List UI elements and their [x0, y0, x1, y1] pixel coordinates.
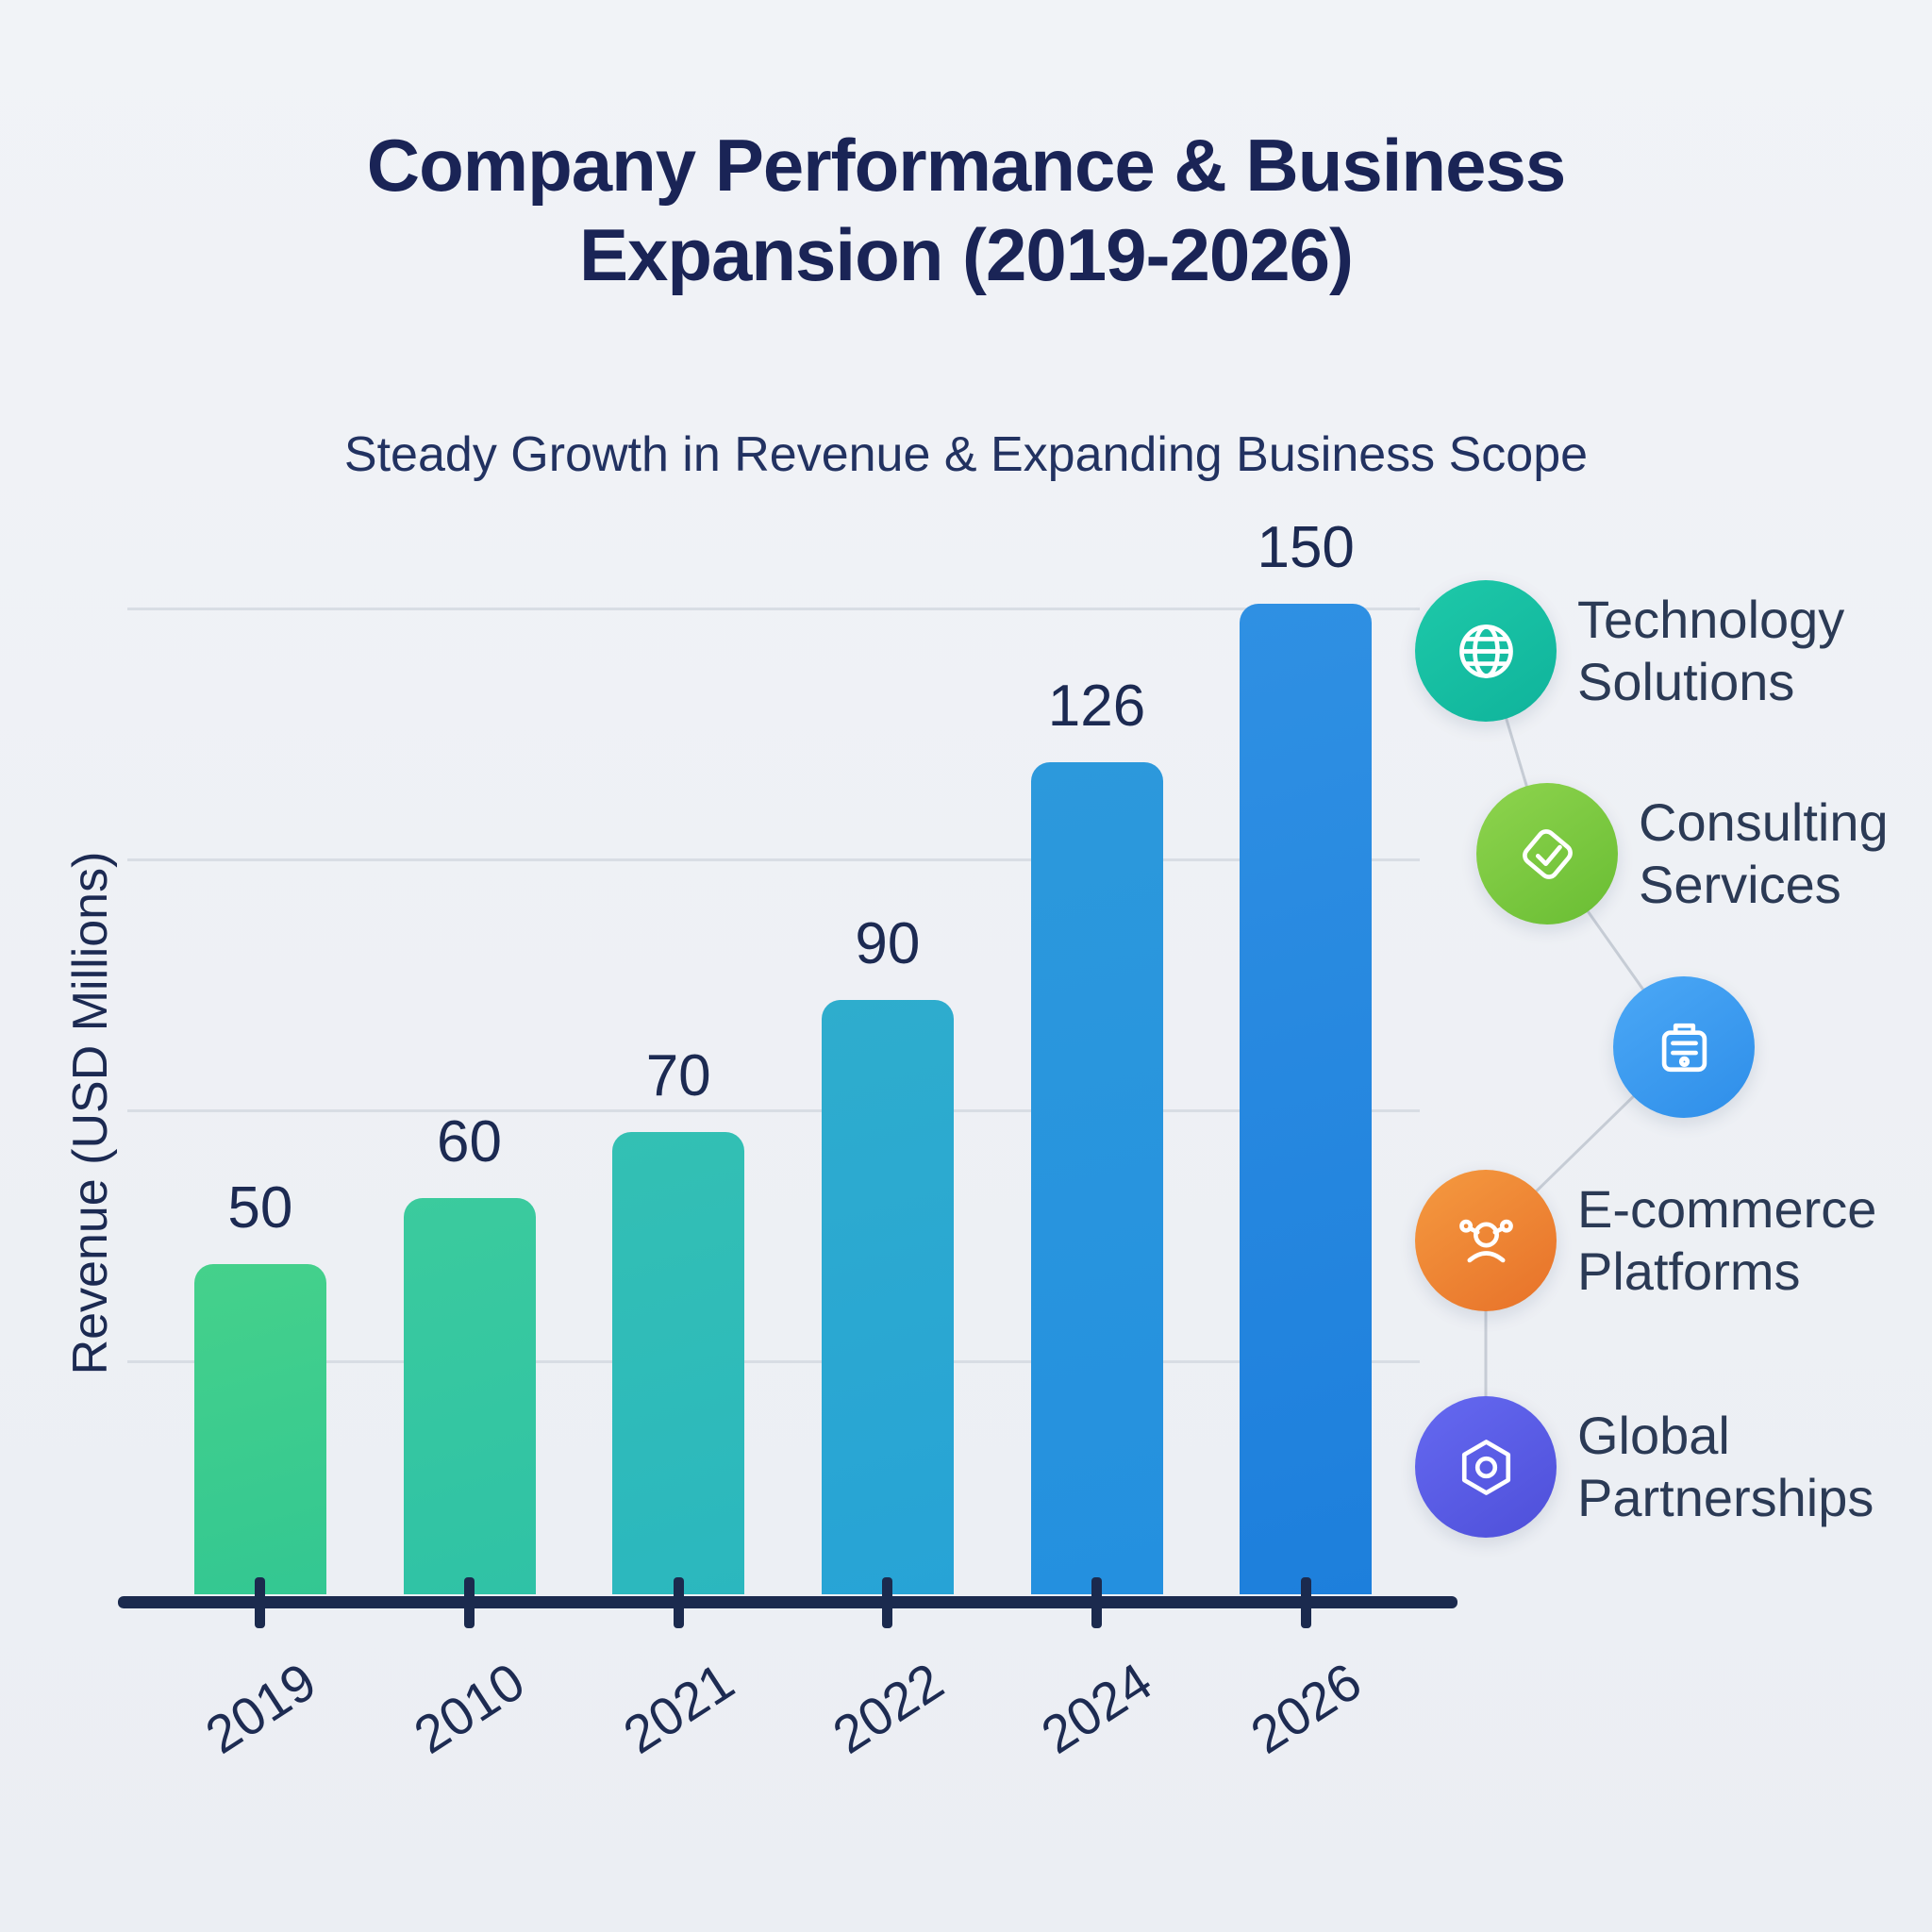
page-subtitle: Steady Growth in Revenue & Expanding Bus… [343, 427, 1589, 482]
bar-group-2019: 50 [156, 604, 365, 1594]
bar-2022 [821, 1000, 954, 1594]
tick-cell [783, 1577, 992, 1628]
x-axis-line [118, 1596, 1457, 1608]
x-label-cell: 2019 [156, 1651, 365, 1811]
legend-label: E-commerce Platforms [1577, 1179, 1877, 1302]
bar-2019 [193, 1264, 326, 1594]
network-icon [1415, 1170, 1557, 1311]
x-label-cell: 2024 [992, 1651, 1202, 1811]
x-tick-label-2026: 2026 [1240, 1651, 1372, 1765]
x-label-cell: 2021 [574, 1651, 783, 1811]
bars-container: 50 60 70 90 126 150 [156, 515, 1410, 1594]
bar-value-label: 50 [227, 1175, 293, 1241]
legend: Technology Solutions Consulting Services E… [1406, 566, 1932, 1604]
bar-value-label: 70 [645, 1043, 711, 1108]
tick-cell [992, 1577, 1202, 1628]
bar-2010 [403, 1198, 536, 1594]
x-label-cell: 2010 [365, 1651, 575, 1811]
tick-cell [574, 1577, 783, 1628]
x-tick-label-2019: 2019 [194, 1651, 326, 1765]
plot-area: 50 60 70 90 126 150 [127, 515, 1420, 1594]
x-tick-label-2024: 2024 [1031, 1651, 1162, 1765]
bar-2026 [1240, 604, 1373, 1594]
globe-icon [1415, 580, 1557, 722]
check-badge-icon [1476, 783, 1618, 924]
tick-mark [1091, 1577, 1103, 1628]
tick-cell [1201, 1577, 1410, 1628]
bar-value-label: 126 [1047, 674, 1146, 739]
bar-group-2022: 90 [783, 604, 992, 1594]
bar-group-2024: 126 [992, 604, 1202, 1594]
x-tick-label-2022: 2022 [822, 1651, 954, 1765]
gridline [127, 1360, 1420, 1363]
x-axis-ticks [156, 1577, 1410, 1628]
bar-2021 [612, 1132, 745, 1594]
x-axis-labels: 2019 2010 2021 2022 2024 2026 [156, 1651, 1410, 1811]
tick-cell [156, 1577, 365, 1628]
tick-cell [365, 1577, 575, 1628]
x-tick-label-2010: 2010 [404, 1651, 535, 1765]
tick-mark [882, 1577, 893, 1628]
x-label-cell: 2026 [1201, 1651, 1410, 1811]
gridline [127, 1109, 1420, 1112]
bar-group-2010: 60 [365, 604, 575, 1594]
bar-value-label: 150 [1257, 515, 1355, 580]
gridline [127, 608, 1420, 610]
gridline [127, 858, 1420, 861]
bar-value-label: 90 [855, 911, 921, 976]
legend-label: Consulting Services [1639, 792, 1889, 915]
x-label-cell: 2022 [783, 1651, 992, 1811]
bar-value-label: 60 [437, 1109, 502, 1174]
x-tick-label-2021: 2021 [612, 1651, 744, 1765]
tick-mark [1300, 1577, 1311, 1628]
bar-2024 [1030, 762, 1163, 1594]
page-title: Company Performance & Business Expansion… [366, 124, 1566, 297]
tick-mark [673, 1577, 684, 1628]
tick-mark [464, 1577, 475, 1628]
legend-label: Global Partnerships [1577, 1406, 1874, 1528]
legend-label: Technology Solutions [1577, 590, 1845, 712]
briefcase-icon [1613, 976, 1755, 1118]
bar-group-2026: 150 [1201, 515, 1410, 1594]
tick-mark [255, 1577, 266, 1628]
hexagon-icon [1415, 1396, 1557, 1538]
y-axis-label: Revenue (USD Millions) [63, 851, 118, 1375]
bar-group-2021: 70 [574, 604, 783, 1594]
